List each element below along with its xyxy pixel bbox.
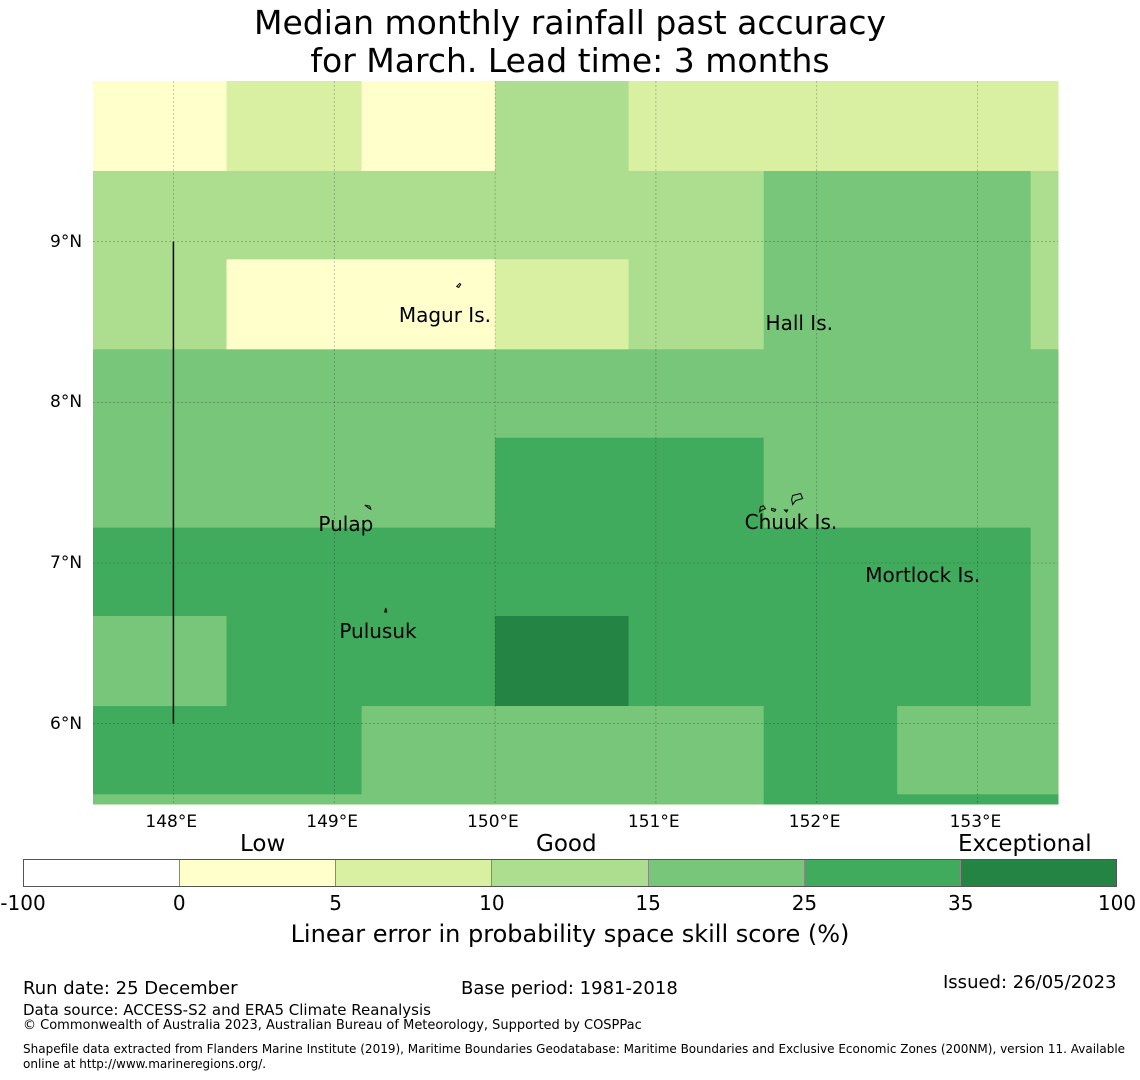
island-outline [771, 507, 777, 512]
base-period: Base period: 1981-2018 [461, 978, 678, 999]
category-label-low: Low [240, 831, 286, 857]
skill-cell [628, 81, 1059, 172]
skill-cell [495, 259, 630, 350]
skill-cell [226, 259, 496, 350]
latitude-tick-label: 8°N [50, 392, 83, 413]
colorbar-segment [492, 860, 649, 886]
island-outline [384, 607, 388, 613]
skill-cell [93, 705, 363, 795]
longitude-tick-label: 150°E [467, 812, 519, 832]
skill-cell [763, 794, 898, 805]
skill-cell [93, 437, 496, 529]
category-label-exceptional: Exceptional [958, 831, 1092, 857]
colorbar-segment [648, 860, 805, 886]
skill-cell [93, 170, 765, 260]
skill-score-map [93, 81, 1059, 805]
island-outline [791, 492, 804, 506]
colorbar-segment [336, 860, 493, 886]
data-source: Data source: ACCESS-S2 and ERA5 Climate … [23, 1001, 431, 1019]
category-label-good: Good [536, 831, 597, 857]
skill-cell [628, 259, 765, 350]
longitude-tick-label: 148°E [145, 812, 198, 832]
colorbar-tick-label: 25 [791, 891, 818, 915]
skill-cell [93, 259, 227, 350]
colorbar-segment [960, 860, 1116, 886]
skill-cell [361, 81, 496, 172]
colorbar-tick-label: 100 [1097, 891, 1137, 915]
skill-cell [495, 437, 765, 529]
colorbar [23, 859, 1117, 887]
island-outline [455, 282, 462, 289]
skill-cell [93, 81, 227, 172]
longitude-tick-label: 152°E [788, 812, 841, 832]
colorbar-tick-label: 15 [635, 891, 661, 915]
colorbar-label: Linear error in probability space skill … [290, 920, 850, 948]
skill-cell [93, 349, 1059, 439]
map-title: Median monthly rainfall past accuracy fo… [0, 4, 1140, 80]
longitude-tick-label: 151°E [627, 812, 680, 832]
skill-cell [897, 794, 1059, 805]
skill-cell [1030, 170, 1059, 260]
island-outline [758, 505, 767, 513]
colorbar-tick-label: 10 [479, 891, 505, 915]
skill-cell [361, 794, 765, 805]
place-label: Pulusuk [339, 619, 417, 644]
title-line-2: for March. Lead time: 3 months [310, 41, 830, 80]
skill-cell [897, 705, 1059, 795]
skill-cell [1030, 259, 1059, 350]
skill-cell [93, 527, 1032, 617]
skill-cell [495, 81, 630, 172]
run-date: Run date: 25 December [23, 978, 238, 999]
longitude-tick-label: 149°E [306, 812, 358, 832]
skill-cell [763, 437, 1059, 529]
title-line-1: Median monthly rainfall past accuracy [253, 3, 887, 42]
shapefile-credit-line-1: Shapefile data extracted from Flanders M… [23, 1042, 1126, 1056]
latitude-tick-label: 6°N [50, 713, 83, 734]
copyright: © Commonwealth of Australia 2023, Austra… [23, 1018, 642, 1033]
colorbar-segment [180, 860, 337, 886]
skill-cell [1030, 527, 1059, 617]
latitude-tick-label: 7°N [50, 553, 83, 573]
issued-date: Issued: 26/05/2023 [943, 972, 1117, 993]
place-label: Pulap [318, 511, 374, 536]
place-label: Mortlock Is. [865, 563, 981, 588]
island-outline [364, 504, 372, 511]
skill-cell [226, 81, 363, 172]
place-label: Magur Is. [398, 302, 491, 327]
skill-cell [763, 259, 1032, 350]
place-label: Chuuk Is. [744, 510, 838, 535]
skill-cell [226, 616, 496, 707]
place-label: Hall Is. [765, 311, 833, 335]
skill-cell [495, 616, 630, 707]
latitude-tick-label: 9°N [50, 231, 83, 252]
longitude-tick-label: 153°E [949, 812, 1002, 832]
colorbar-tick-label: -100 [0, 891, 46, 915]
skill-cell [1030, 616, 1059, 707]
colorbar-segment [804, 860, 961, 886]
colorbar-tick-label: 35 [947, 891, 974, 915]
colorbar-tick-label: 5 [329, 891, 342, 915]
shapefile-credit-line-2: online at http://www.marineregions.org/. [23, 1057, 267, 1071]
skill-cell [361, 705, 765, 795]
skill-cell [93, 794, 363, 805]
skill-cell [763, 705, 898, 795]
skill-cell [763, 170, 1032, 260]
island-outline [783, 509, 789, 513]
skill-cell [628, 616, 1032, 707]
colorbar-tick-label: 0 [172, 891, 186, 915]
skill-cell [93, 616, 227, 707]
colorbar-segment [24, 860, 181, 886]
